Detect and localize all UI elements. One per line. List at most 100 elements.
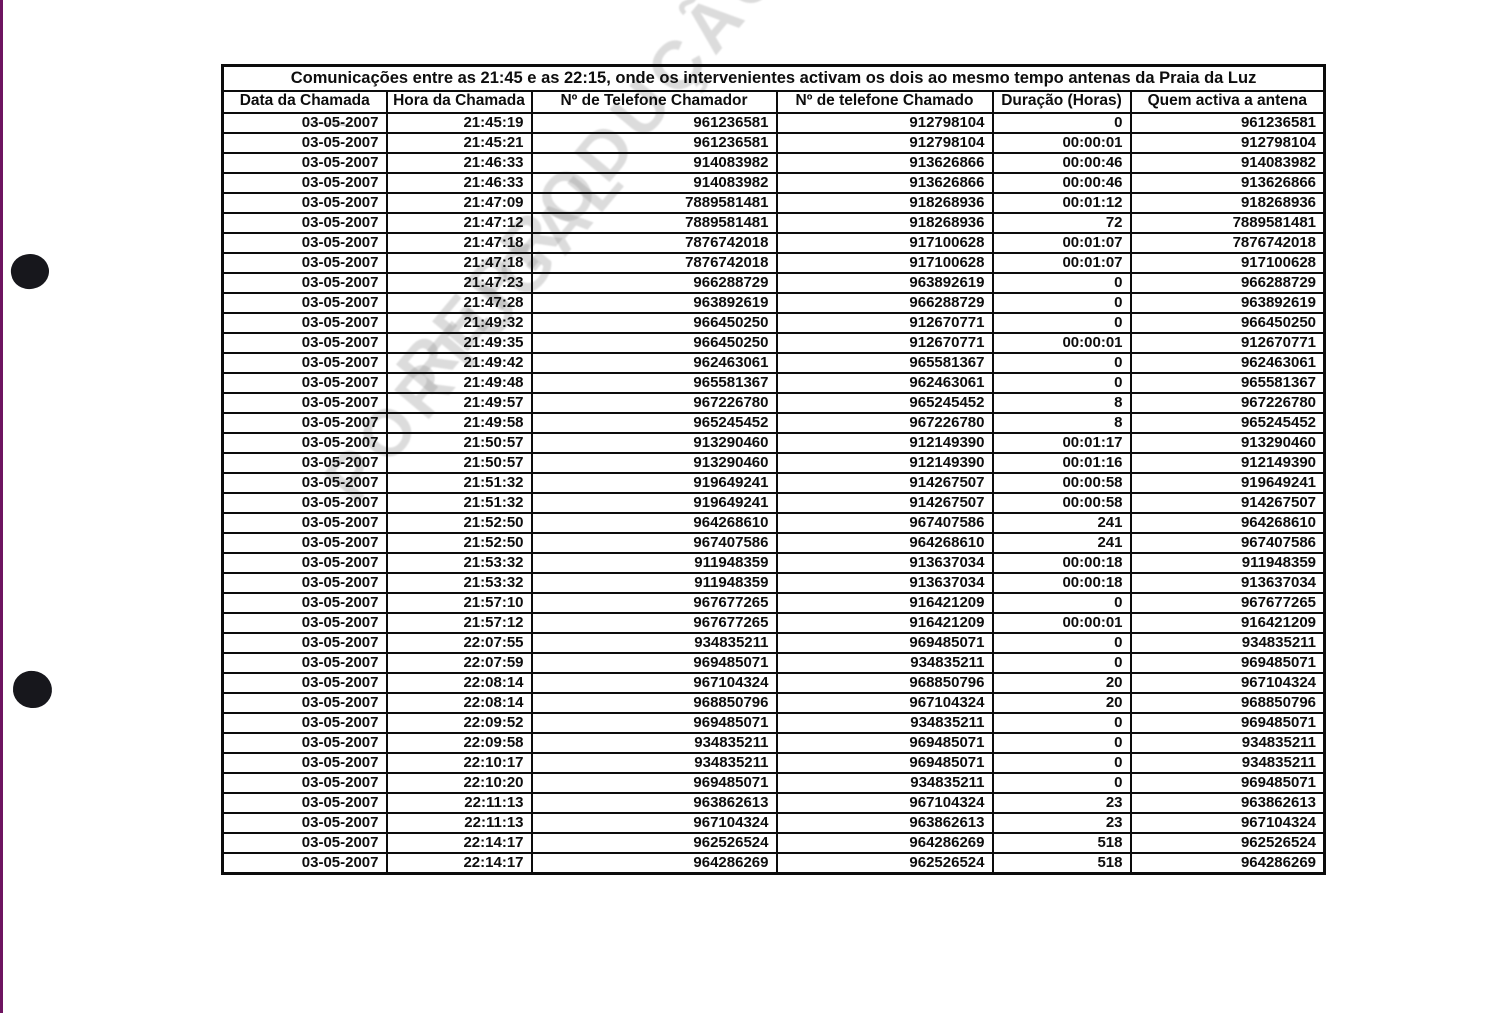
table-cell: 21:57:12 bbox=[385, 612, 533, 634]
table-cell: 21:51:32 bbox=[385, 472, 533, 494]
table-cell: 03-05-2007 bbox=[221, 732, 388, 754]
table-cell: 965581367 bbox=[1129, 372, 1326, 394]
table-cell: 03-05-2007 bbox=[221, 632, 388, 654]
table-cell: 21:45:19 bbox=[385, 112, 533, 134]
table-cell: 964268610 bbox=[775, 532, 994, 554]
table-cell: 964268610 bbox=[530, 512, 778, 534]
table-row: 03-05-2007 21:52:50 967407586 964268610 241 9… bbox=[221, 532, 1326, 554]
table-row: 03-05-2007 22:09:58 934835211 969485071 0 934… bbox=[221, 732, 1326, 754]
table-cell: 21:57:10 bbox=[385, 592, 533, 614]
table-cell: 00:01:07 bbox=[991, 252, 1132, 274]
table-cell: 0 bbox=[991, 112, 1132, 134]
table-row: 03-05-2007 21:47:18 7876742018 917100628 00:… bbox=[221, 232, 1326, 254]
table-row: 03-05-2007 21:49:35 966450250 912670771 00:0… bbox=[221, 332, 1326, 354]
table-cell: 03-05-2007 bbox=[221, 412, 388, 434]
table-cell: 916421209 bbox=[775, 592, 994, 614]
table-cell: 241 bbox=[991, 532, 1132, 554]
table-cell: 21:46:33 bbox=[385, 152, 533, 174]
table-cell: 00:01:12 bbox=[991, 192, 1132, 214]
table-cell: 00:00:58 bbox=[991, 492, 1132, 514]
table-cell: 934835211 bbox=[775, 652, 994, 674]
table-cell: 00:00:46 bbox=[991, 172, 1132, 194]
call-log-table: Comunicações entre as 21:45 e as 22:15, … bbox=[221, 64, 1327, 875]
table-cell: 0 bbox=[991, 752, 1132, 774]
table-cell: 966450250 bbox=[530, 312, 778, 334]
table-cell: 00:01:16 bbox=[991, 452, 1132, 474]
table-cell: 963862613 bbox=[775, 812, 994, 834]
table-cell: 22:10:17 bbox=[385, 752, 533, 774]
table-cell: 21:47:23 bbox=[385, 272, 533, 294]
table-row: 03-05-2007 21:49:58 965245452 967226780 8 965… bbox=[221, 412, 1326, 434]
table-cell: 913290460 bbox=[1129, 432, 1326, 454]
table-cell: 21:49:42 bbox=[385, 352, 533, 374]
table-cell: 7876742018 bbox=[1129, 232, 1326, 254]
table-cell: 917100628 bbox=[775, 252, 994, 274]
table-cell: 918268936 bbox=[775, 212, 994, 234]
table-cell: 22:11:13 bbox=[385, 812, 533, 834]
table-row: 03-05-2007 21:53:32 911948359 913637034 00:0… bbox=[221, 572, 1326, 594]
table-row: 03-05-2007 22:08:14 968850796 967104324 20 96… bbox=[221, 692, 1326, 714]
table-cell: 967104324 bbox=[775, 792, 994, 814]
table-cell: 00:01:07 bbox=[991, 232, 1132, 254]
table-cell: 934835211 bbox=[530, 732, 778, 754]
table-cell: 0 bbox=[991, 652, 1132, 674]
table-cell: 913626866 bbox=[775, 172, 994, 194]
table-cell: 03-05-2007 bbox=[221, 132, 388, 154]
table-cell: 934835211 bbox=[1129, 732, 1326, 754]
table-cell: 7889581481 bbox=[1129, 212, 1326, 234]
table-row: 03-05-2007 22:08:14 967104324 968850796 20 96… bbox=[221, 672, 1326, 694]
table-row: 03-05-2007 22:09:52 969485071 934835211 0 969… bbox=[221, 712, 1326, 734]
table-cell: 919649241 bbox=[530, 472, 778, 494]
table-body: 03-05-2007 21:45:19 961236581 912798104 0 961… bbox=[221, 112, 1326, 875]
table-cell: 963892619 bbox=[775, 272, 994, 294]
table-cell: 965245452 bbox=[530, 412, 778, 434]
table-cell: 913637034 bbox=[775, 572, 994, 594]
table-cell: 03-05-2007 bbox=[221, 512, 388, 534]
table-cell: 72 bbox=[991, 212, 1132, 234]
table-cell: 965581367 bbox=[530, 372, 778, 394]
table-cell: 7876742018 bbox=[530, 252, 778, 274]
table-cell: 22:10:20 bbox=[385, 772, 533, 794]
table-cell: 911948359 bbox=[530, 572, 778, 594]
table-row: 03-05-2007 21:52:50 964268610 967407586 241 9… bbox=[221, 512, 1326, 534]
table-row: 03-05-2007 22:11:13 963862613 967104324 23 96… bbox=[221, 792, 1326, 814]
table-cell: 518 bbox=[991, 832, 1132, 854]
column-header-telefone-chamado: Nº de telefone Chamado bbox=[775, 90, 994, 114]
table-cell: 03-05-2007 bbox=[221, 432, 388, 454]
table-cell: 21:45:21 bbox=[385, 132, 533, 154]
column-header-quem-activa-antena: Quem activa a antena bbox=[1129, 90, 1326, 114]
table-cell: 21:49:48 bbox=[385, 372, 533, 394]
table-cell: 0 bbox=[991, 272, 1132, 294]
table-cell: 00:00:01 bbox=[991, 612, 1132, 634]
table-cell: 912798104 bbox=[775, 132, 994, 154]
table-cell: 913626866 bbox=[1129, 172, 1326, 194]
table-cell: 03-05-2007 bbox=[221, 172, 388, 194]
table-cell: 21:47:28 bbox=[385, 292, 533, 314]
table-cell: 21:47:18 bbox=[385, 232, 533, 254]
table-cell: 912149390 bbox=[775, 452, 994, 474]
table-cell: 968850796 bbox=[530, 692, 778, 714]
table-row: 03-05-2007 21:49:42 962463061 965581367 0 962… bbox=[221, 352, 1326, 374]
table-cell: 21:49:32 bbox=[385, 312, 533, 334]
table-cell: 21:49:35 bbox=[385, 332, 533, 354]
table-cell: 969485071 bbox=[775, 732, 994, 754]
table-cell: 03-05-2007 bbox=[221, 852, 388, 875]
table-cell: 917100628 bbox=[775, 232, 994, 254]
table-cell: 22:08:14 bbox=[385, 672, 533, 694]
table-row: 03-05-2007 22:14:17 964286269 962526524 518 9… bbox=[221, 852, 1326, 875]
table-cell: 963862613 bbox=[1129, 792, 1326, 814]
hole-punch-top bbox=[8, 250, 52, 293]
table-cell: 03-05-2007 bbox=[221, 392, 388, 414]
table-cell: 518 bbox=[991, 852, 1132, 875]
table-cell: 968850796 bbox=[775, 672, 994, 694]
table-cell: 912670771 bbox=[775, 312, 994, 334]
table-cell: 03-05-2007 bbox=[221, 292, 388, 314]
table-cell: 934835211 bbox=[530, 632, 778, 654]
table-cell: 03-05-2007 bbox=[221, 552, 388, 574]
table-row: 03-05-2007 21:47:18 7876742018 917100628 00:… bbox=[221, 252, 1326, 274]
table-header-row: Data da Chamada Hora da Chamada Nº de Te… bbox=[221, 90, 1326, 114]
table-cell: 963862613 bbox=[530, 792, 778, 814]
table-cell: 967407586 bbox=[775, 512, 994, 534]
table-cell: 914267507 bbox=[1129, 492, 1326, 514]
table-cell: 934835211 bbox=[530, 752, 778, 774]
